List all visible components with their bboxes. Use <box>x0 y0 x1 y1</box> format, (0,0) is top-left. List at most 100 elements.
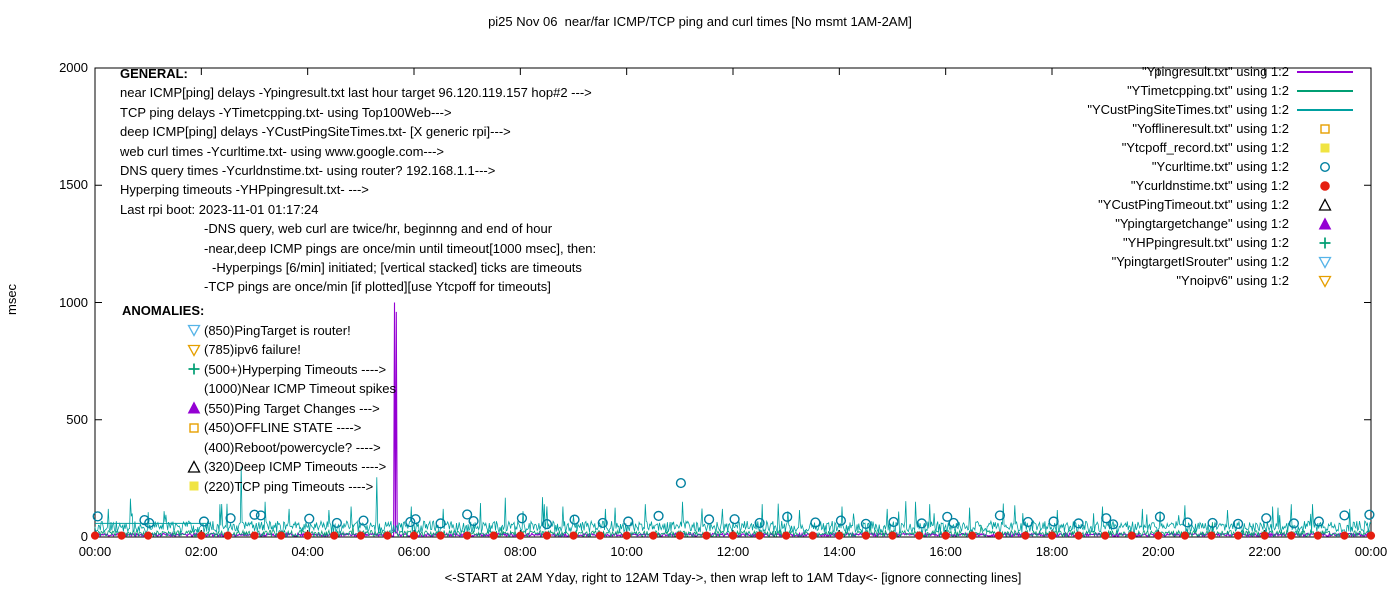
y-tick-label: 2000 <box>59 60 88 75</box>
marker-Ycurltime.txt <box>569 514 580 525</box>
marker-Ycurldnstime.txt <box>755 531 764 540</box>
marker-Ycurldnstime.txt <box>1154 531 1163 540</box>
general-line: -TCP pings are once/min [if plotted][use… <box>204 279 551 295</box>
marker-Ycurldnstime.txt <box>542 531 552 540</box>
series-line-YCustPingSiteTimes.txt <box>94 466 1372 535</box>
x-tick-label: 00:00 <box>1354 544 1388 559</box>
anomaly-line: (220)TCP ping Timeouts ----> <box>122 477 396 497</box>
legend-sample <box>1295 197 1355 212</box>
legend-label: "Ypingresult.txt" using 1:2 <box>1141 64 1289 79</box>
anomaly-text: (450)OFFLINE STATE ----> <box>204 420 362 435</box>
anomaly-line: (850)PingTarget is router! <box>122 321 396 341</box>
marker-Ycurldnstime.txt <box>489 531 498 540</box>
marker-Ycurltime.txt <box>358 515 369 526</box>
marker-Ycurltime.txt <box>198 516 210 527</box>
marker-Ycurltime.txt <box>835 515 847 526</box>
triangle-up-filled-icon <box>187 401 201 414</box>
marker-Ycurltime.txt <box>1154 511 1166 522</box>
marker-Ycurltime.txt <box>304 513 315 524</box>
legend-entry: "Yofflineresult.txt" using 1:2 <box>1087 119 1355 138</box>
y-tick-label: 0 <box>80 529 88 544</box>
marker-Ycurltime.txt <box>942 511 953 522</box>
marker-Ycurltime.txt <box>810 517 821 528</box>
marker-Ycurldnstime.txt <box>436 531 445 540</box>
x-tick-label: 08:00 <box>504 544 537 559</box>
general-line: TCP ping delays -YTimetcpping.txt- using… <box>120 104 452 120</box>
y-tick-label: 1500 <box>59 177 88 193</box>
marker-Ycurltime.txt <box>1073 518 1084 529</box>
triangle-up-open-icon <box>187 459 201 473</box>
line-sample-icon <box>1297 108 1353 111</box>
marker-Ycurltime.txt <box>225 513 236 524</box>
x-tick-label: 22:00 <box>1248 544 1281 559</box>
marker-Ycurldnstime.txt <box>463 531 472 540</box>
marker-Ycurldnstime.txt <box>1101 531 1110 540</box>
y-axis-label: msec <box>4 283 19 315</box>
legend-label: "YTimetcpping.txt" using 1:2 <box>1127 83 1289 98</box>
x-tick-label: 10:00 <box>610 544 643 559</box>
anomaly-text: (220)TCP ping Timeouts ----> <box>204 478 374 494</box>
legend-sample <box>1295 141 1355 155</box>
plus-icon <box>188 363 200 375</box>
marker-Ycurldnstime.txt <box>197 531 206 540</box>
x-tick-label: 20:00 <box>1142 544 1175 559</box>
square-open-icon <box>1320 123 1330 134</box>
legend-entry: "Ycurldnstime.txt" using 1:2 <box>1087 176 1355 195</box>
general-line: Last rpi boot: 2023-11-01 01:17:24 <box>120 201 319 217</box>
x-tick-label: 12:00 <box>716 544 750 559</box>
legend-sample <box>1295 216 1355 231</box>
general-line: Hyperping timeouts -YHPpingresult.txt- -… <box>120 182 369 198</box>
plus-icon <box>1319 237 1331 248</box>
anomaly-line: (450)OFFLINE STATE ----> <box>122 418 396 438</box>
marker-Ycurltime.txt <box>405 516 416 528</box>
anomaly-marker <box>186 459 204 474</box>
marker-Ycurltime.txt <box>1207 517 1218 529</box>
marker-Ycurltime.txt <box>462 509 473 520</box>
marker-Ycurldnstime.txt <box>728 531 738 540</box>
line-sample-icon <box>1297 89 1353 92</box>
legend-sample <box>1295 122 1355 136</box>
marker-Ycurltime.txt <box>92 511 103 522</box>
marker-Ycurltime.txt <box>410 514 421 525</box>
marker-Ycurltime.txt <box>1101 513 1112 524</box>
triangle-up-filled-icon <box>1318 216 1332 229</box>
general-line: -DNS query, web curl are twice/hr, begin… <box>204 221 553 237</box>
marker-Ycurltime.txt <box>703 514 715 525</box>
marker-Ycurldnstime.txt <box>1340 531 1349 540</box>
x-tick-label: 00:00 <box>78 544 112 559</box>
marker-Ycurltime.txt <box>888 516 899 528</box>
marker-Ycurltime.txt <box>916 518 927 529</box>
marker-Ycurldnstime.txt <box>649 531 658 540</box>
legend-sample <box>1295 255 1355 269</box>
marker-Ycurldnstime.txt <box>303 531 312 540</box>
marker-Ycurltime.txt <box>249 509 260 520</box>
anomaly-marker <box>186 401 204 415</box>
anomaly-text: (400)Reboot/powercycle? ----> <box>204 439 381 455</box>
legend-entry: "Ytcpoff_record.txt" using 1:2 <box>1087 138 1355 157</box>
anomaly-line: (550)Ping Target Changes ---> <box>122 399 396 419</box>
marker-Ycurldnstime.txt <box>1260 531 1269 540</box>
y-tick-label: 500 <box>66 411 88 427</box>
marker-Ycurltime.txt <box>623 516 634 527</box>
legend-sample <box>1295 70 1355 73</box>
anomaly-marker <box>186 479 204 493</box>
general-line: web curl times -Ycurltime.txt- using www… <box>120 143 445 159</box>
legend-label: "Ynoipv6" using 1:2 <box>1176 273 1289 288</box>
legend-label: "YCustPingTimeout.txt" using 1:2 <box>1098 197 1289 212</box>
anomaly-text: (1000)Near ICMP Timeout spikes <box>204 381 396 396</box>
anomaly-text: (320)Deep ICMP Timeouts ----> <box>204 459 387 474</box>
legend-entry: "YCustPingTimeout.txt" using 1:2 <box>1087 195 1355 214</box>
marker-Ycurldnstime.txt <box>782 531 791 540</box>
legend-sample <box>1295 89 1355 92</box>
marker-Ycurltime.txt <box>1022 516 1034 528</box>
marker-Ycurltime.txt <box>468 515 479 527</box>
marker-Ycurltime.txt <box>1364 509 1375 520</box>
marker-Ycurltime.txt <box>994 510 1005 521</box>
marker-Ycurltime.txt <box>653 510 664 521</box>
marker-Ycurldnstime.txt <box>595 531 605 540</box>
marker-Ycurltime.txt <box>144 517 155 529</box>
marker-Ycurltime.txt <box>729 514 740 525</box>
marker-Ycurldnstime.txt <box>1021 531 1030 540</box>
legend-entry: "Ynoipv6" using 1:2 <box>1087 271 1355 290</box>
marker-Ycurltime.txt <box>541 519 553 530</box>
